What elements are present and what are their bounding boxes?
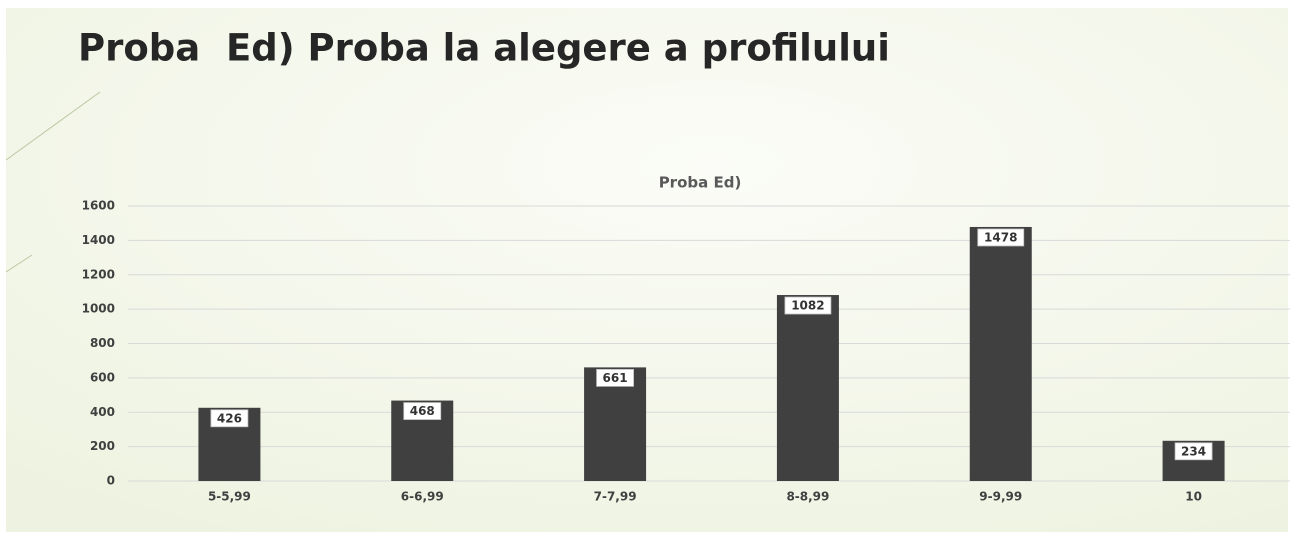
x-tick-label: 7-7,99 — [594, 490, 637, 504]
value-label: 1478 — [984, 230, 1017, 244]
y-tick-label: 400 — [90, 405, 115, 419]
decor-line — [5, 91, 101, 161]
x-tick-label: 6-6,99 — [401, 490, 444, 504]
value-label: 468 — [410, 404, 435, 418]
slide-background — [6, 8, 1288, 532]
value-label-box — [210, 409, 249, 428]
x-tick-label: 10 — [1185, 490, 1202, 504]
x-tick-label: 8-8,99 — [786, 490, 829, 504]
y-tick-label: 1400 — [82, 233, 115, 247]
chart-title: Proba Ed) — [659, 174, 742, 192]
value-label-box — [596, 368, 634, 387]
y-tick-label: 1000 — [82, 302, 115, 316]
y-tick-label: 1200 — [82, 267, 115, 281]
value-label: 426 — [217, 411, 242, 425]
slide-title: Proba Ed) Proba la alegere a profilului — [78, 27, 890, 70]
x-tick-label: 9-9,99 — [979, 490, 1022, 504]
y-tick-label: 1600 — [82, 199, 115, 213]
x-tick-label: 5-5,99 — [208, 490, 251, 504]
y-tick-label: 0 — [107, 474, 115, 488]
value-label-box — [977, 228, 1025, 247]
bar — [776, 295, 839, 481]
decor-line — [5, 254, 33, 273]
y-tick-label: 800 — [90, 336, 115, 350]
y-tick-label: 600 — [90, 370, 115, 384]
value-label: 234 — [1181, 444, 1206, 458]
value-label: 661 — [603, 371, 628, 385]
value-label-box — [784, 296, 832, 315]
y-tick-label: 200 — [90, 439, 115, 453]
value-label: 1082 — [791, 299, 824, 313]
bar — [969, 226, 1032, 481]
value-label-box — [1174, 442, 1213, 461]
value-label-box — [403, 402, 442, 420]
